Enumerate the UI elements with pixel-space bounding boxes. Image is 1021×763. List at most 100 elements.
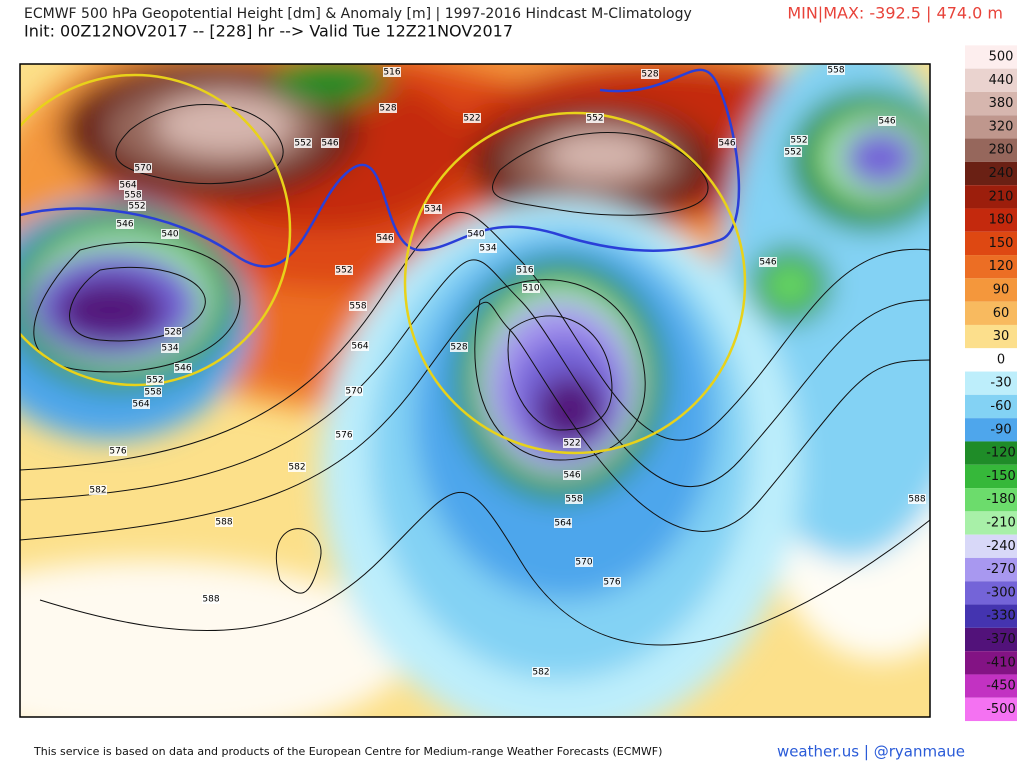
colorbar-swatch <box>965 68 1017 92</box>
colorbar-label: -120 <box>986 446 1016 461</box>
contour-label: 522 <box>563 439 580 449</box>
colorbar-label: -300 <box>986 585 1016 600</box>
label-box <box>784 147 802 157</box>
label-box <box>450 342 468 352</box>
contour-label: 522 <box>463 114 480 124</box>
highlight-circle <box>403 111 747 455</box>
label-box <box>586 113 604 123</box>
colorbar-label: 240 <box>989 166 1014 181</box>
highlight-circle <box>20 73 292 387</box>
label-box <box>109 446 127 456</box>
colorbar-swatch <box>965 208 1017 232</box>
contour-label: 588 <box>908 495 925 505</box>
colorbar-swatch <box>965 651 1017 675</box>
colorbar-swatch <box>965 278 1017 302</box>
contour-label: 528 <box>379 104 396 114</box>
contour-label: 546 <box>759 258 776 268</box>
contour-label: 552 <box>294 139 311 149</box>
subtitle: Init: 00Z12NOV2017 -- [228] hr --> Valid… <box>24 22 513 41</box>
contour-label: 534 <box>479 244 496 254</box>
label-box <box>161 229 179 239</box>
colorbar-label: 90 <box>993 283 1010 298</box>
colorbar-swatch <box>965 488 1017 512</box>
colorbar-label: -180 <box>986 492 1016 507</box>
colorbar-label: 440 <box>989 73 1014 88</box>
label-box <box>878 116 896 126</box>
contour-label: 564 <box>119 181 136 191</box>
label-box <box>424 204 442 214</box>
contour-label: 564 <box>554 519 571 529</box>
colorbar-swatch <box>965 348 1017 372</box>
contour-label: 552 <box>790 136 807 146</box>
label-box <box>379 103 397 113</box>
contour-label: 540 <box>161 230 178 240</box>
contour-label: 576 <box>603 578 620 588</box>
label-box <box>641 69 659 79</box>
colorbar: 500 440 380 320 280 240 210 180 150 120 90 60 30 0 -30… <box>965 45 1017 722</box>
contour-label: 582 <box>532 668 549 678</box>
map-frame <box>19 63 931 718</box>
contour-label: 558 <box>124 191 141 201</box>
contour-label: 552 <box>335 266 352 276</box>
colorbar-swatch <box>965 45 1017 69</box>
label-box <box>349 301 367 311</box>
colorbar-label: -270 <box>986 562 1016 577</box>
colorbar-label: 60 <box>993 306 1010 321</box>
colorbar-label: 380 <box>989 96 1014 111</box>
label-box <box>603 577 621 587</box>
contour-label: 588 <box>215 518 232 528</box>
colorbar-swatch <box>965 255 1017 279</box>
colorbar-swatch <box>965 161 1017 186</box>
contour-label: 588 <box>202 595 219 605</box>
contour-label: 534 <box>424 205 441 215</box>
contour-label: 546 <box>321 139 338 149</box>
label-box <box>575 557 593 567</box>
contour-label: 510 <box>522 284 539 294</box>
label-box <box>124 190 142 200</box>
label-box <box>532 667 550 677</box>
label-box <box>467 229 485 239</box>
contour-label: 546 <box>563 471 580 481</box>
contour-label: 558 <box>565 495 582 505</box>
colorbar-swatch <box>965 418 1017 442</box>
colorbar-swatch <box>965 324 1017 349</box>
colorbar-label: 30 <box>993 329 1010 344</box>
contour-label: 576 <box>335 431 352 441</box>
label-box <box>827 65 845 75</box>
contour-label: 564 <box>351 342 368 352</box>
label-box <box>89 485 107 495</box>
label-box <box>345 386 363 396</box>
colorbar-label: -30 <box>990 376 1011 391</box>
label-box <box>563 470 581 480</box>
label-box <box>144 387 162 397</box>
colorbar-label: -210 <box>986 516 1016 531</box>
anomaly-field <box>20 64 930 717</box>
label-box <box>116 219 134 229</box>
colorbar-label: -410 <box>986 655 1016 670</box>
contour-label: 582 <box>89 486 106 496</box>
contour-label: 516 <box>516 266 533 276</box>
colorbar-swatch <box>965 674 1017 698</box>
colorbar-swatch <box>965 511 1017 535</box>
contour-label: 558 <box>144 388 161 398</box>
colorbar-label: 180 <box>989 213 1014 228</box>
contour-label: 552 <box>586 114 603 124</box>
contour-label: 558 <box>349 302 366 312</box>
colorbar-label: -240 <box>986 539 1016 554</box>
label-box <box>321 138 339 148</box>
colorbar-swatch <box>965 115 1017 139</box>
contour-label: 528 <box>164 328 181 338</box>
colorbar-label: -60 <box>990 399 1011 414</box>
label-box <box>288 462 306 472</box>
links[interactable]: weather.us | @ryanmaue <box>777 743 965 761</box>
colorbar-label: -330 <box>986 609 1016 624</box>
contour-label: 546 <box>718 139 735 149</box>
label-box <box>132 399 150 409</box>
colorbar-label: 320 <box>989 119 1014 134</box>
label-box <box>479 243 497 253</box>
colorbar-label: 150 <box>989 236 1014 251</box>
